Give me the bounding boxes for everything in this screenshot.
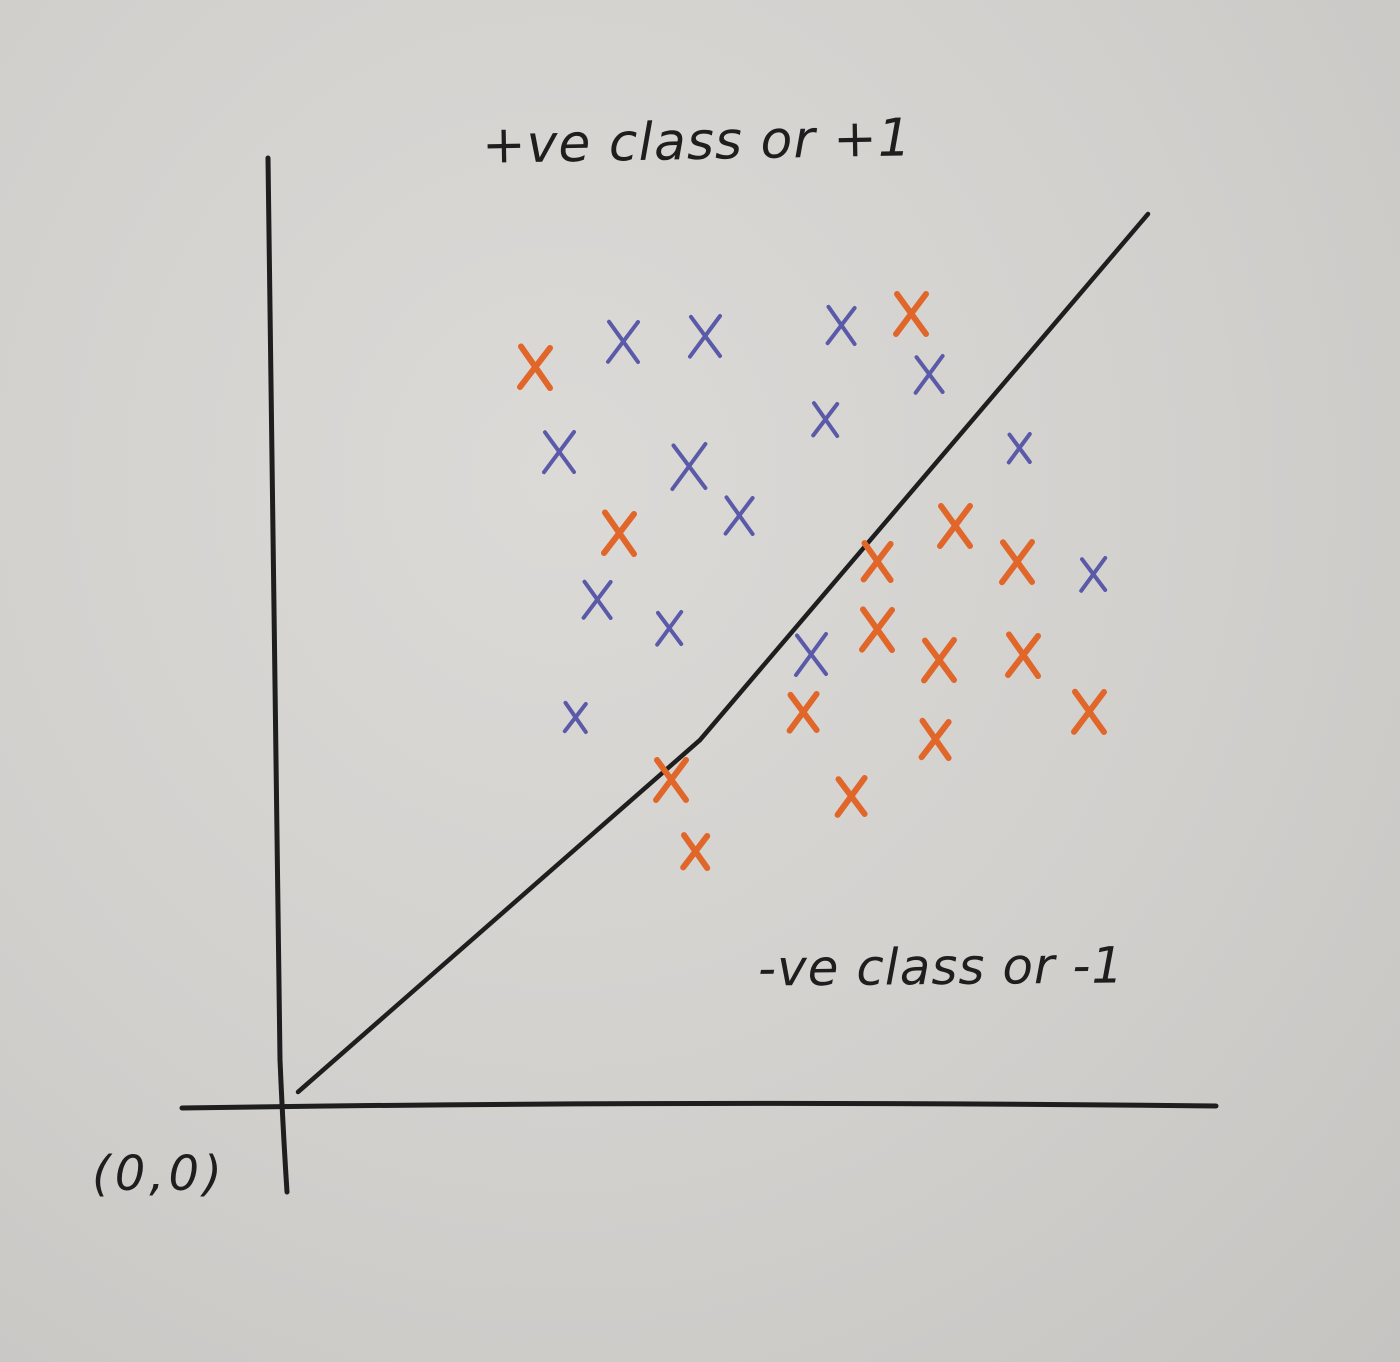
orange-x-marker: [860, 540, 894, 583]
blue-x-marker: [811, 401, 840, 438]
blue-x-marker: [562, 700, 588, 734]
orange-x-marker: [999, 539, 1035, 586]
orange-x-marker: [921, 637, 957, 684]
blue-x-marker: [794, 632, 828, 677]
blue-x-marker: [723, 495, 755, 536]
orange-x-marker: [517, 343, 553, 391]
blue-x-marker: [542, 430, 576, 475]
orange-x-marker: [1071, 688, 1107, 735]
orange-x-marker: [786, 691, 820, 734]
blue-x-marker: [825, 304, 857, 346]
orange-x-marker: [918, 717, 952, 761]
positive-class-label: +ve class or +1: [481, 108, 913, 176]
orange-x-marker: [680, 832, 711, 871]
orange-x-marker: [1005, 631, 1041, 679]
orange-x-marker: [653, 757, 689, 803]
orange-x-marker: [859, 606, 895, 653]
orange-x-marker: [893, 291, 929, 337]
origin-label: (0,0): [92, 1146, 226, 1202]
blue-x-marker: [606, 319, 640, 364]
blue-x-marker: [913, 354, 945, 395]
data-points: [517, 291, 1108, 871]
y-axis: [265, 155, 290, 1195]
blue-x-marker: [670, 442, 708, 491]
blue-x-marker: [1079, 556, 1108, 593]
blue-x-marker: [1006, 432, 1032, 465]
orange-x-marker: [937, 503, 973, 549]
decision-boundary-line: [295, 211, 1151, 1095]
orange-x-marker: [834, 775, 868, 818]
blue-x-marker: [581, 579, 613, 620]
blue-x-marker: [655, 610, 684, 647]
negative-class-label: -ve class or -1: [757, 936, 1125, 998]
blue-x-marker: [688, 314, 722, 359]
orange-x-marker: [601, 509, 637, 557]
x-axis: [179, 1100, 1219, 1111]
